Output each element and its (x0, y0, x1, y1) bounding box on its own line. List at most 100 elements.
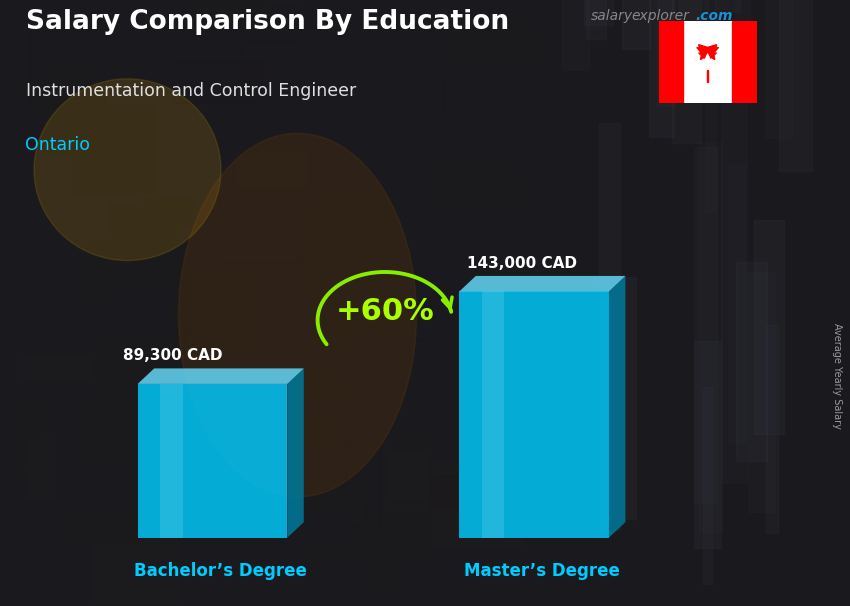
Bar (672, 0, 701, 143)
Bar (44, 67, 90, 153)
Text: salary: salary (591, 9, 633, 23)
Polygon shape (482, 291, 504, 538)
Bar (309, 202, 395, 268)
Bar (766, 0, 791, 138)
Bar (203, 0, 298, 5)
Bar (657, 0, 673, 106)
Bar (92, 329, 177, 418)
Polygon shape (609, 276, 626, 538)
Bar (72, 104, 155, 192)
Bar (735, 0, 750, 33)
Bar (175, 267, 250, 348)
Bar (365, 299, 434, 328)
Bar (51, 133, 98, 199)
Bar (241, 40, 301, 86)
Bar (562, 0, 589, 70)
Bar (649, 0, 674, 137)
Ellipse shape (178, 133, 416, 497)
Bar (444, 8, 506, 51)
Bar (50, 30, 94, 51)
Bar (779, 0, 812, 171)
Bar (242, 348, 327, 415)
Bar (388, 451, 428, 513)
Bar (196, 0, 267, 21)
Bar (116, 385, 198, 462)
Text: explorer: explorer (632, 9, 689, 23)
Bar (736, 262, 767, 461)
Bar (172, 339, 226, 408)
Polygon shape (287, 368, 303, 538)
Bar (305, 55, 371, 119)
Bar (754, 220, 784, 434)
Bar (356, 79, 391, 130)
Bar (141, 222, 217, 310)
Bar (622, 0, 650, 50)
Bar (703, 387, 711, 584)
Bar (267, 277, 313, 319)
Bar (431, 476, 478, 505)
Bar (303, 534, 361, 555)
Bar (362, 271, 453, 340)
Bar (659, 21, 683, 103)
Bar (141, 199, 194, 224)
Bar (707, 70, 708, 82)
Bar (236, 153, 307, 185)
Bar (434, 165, 522, 216)
Bar (85, 403, 129, 462)
Text: Instrumentation and Control Engineer: Instrumentation and Control Engineer (26, 82, 356, 100)
Bar (12, 244, 86, 270)
Bar (367, 517, 400, 595)
Text: 89,300 CAD: 89,300 CAD (122, 348, 222, 363)
Bar (262, 372, 289, 422)
Bar (213, 423, 262, 484)
Bar (220, 199, 304, 264)
Bar (748, 271, 775, 512)
Bar (699, 142, 722, 532)
Bar (679, 0, 708, 39)
Text: Bachelor’s Degree: Bachelor’s Degree (134, 562, 307, 580)
Bar (67, 513, 138, 544)
Bar (94, 535, 179, 602)
Text: Average Yearly Salary: Average Yearly Salary (832, 323, 842, 428)
Polygon shape (160, 384, 183, 538)
Text: .com: .com (695, 9, 733, 23)
Bar (278, 477, 366, 518)
Bar (694, 147, 717, 502)
Bar (173, 294, 213, 321)
Bar (10, 77, 105, 105)
Bar (23, 354, 88, 379)
Bar (584, 0, 613, 25)
Bar (586, 0, 606, 39)
Bar (732, 21, 756, 103)
Ellipse shape (34, 79, 221, 261)
Bar (76, 233, 112, 302)
Bar (433, 462, 523, 546)
Text: Ontario: Ontario (26, 136, 90, 155)
Bar (366, 502, 428, 556)
Polygon shape (138, 368, 303, 384)
Bar (78, 522, 110, 592)
Bar (706, 0, 716, 212)
Polygon shape (697, 45, 718, 59)
Text: 143,000 CAD: 143,000 CAD (467, 256, 577, 271)
Bar (354, 106, 413, 170)
Bar (399, 425, 429, 464)
Bar (272, 376, 343, 396)
Bar (728, 165, 745, 442)
Bar (716, 0, 740, 12)
Bar (109, 203, 180, 284)
Bar (598, 122, 620, 530)
Polygon shape (138, 384, 287, 538)
Bar (375, 59, 450, 134)
Bar (450, 18, 529, 55)
Polygon shape (459, 276, 626, 291)
Bar (241, 421, 338, 451)
Bar (26, 439, 55, 500)
Bar (454, 33, 539, 65)
Bar (173, 62, 261, 103)
Bar (313, 272, 402, 341)
Text: Master’s Degree: Master’s Degree (464, 562, 620, 580)
Bar (335, 308, 382, 334)
Bar (184, 331, 248, 413)
Text: +60%: +60% (336, 297, 434, 326)
